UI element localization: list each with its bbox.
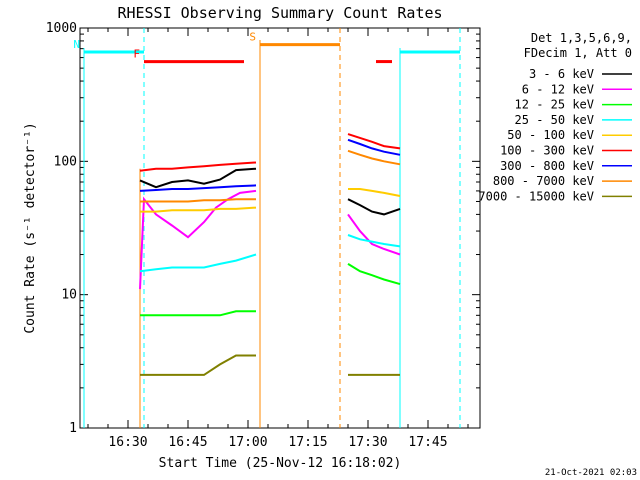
y-axis-label: Count Rate (s⁻¹ detector⁻¹) (23, 122, 38, 333)
legend-label: 12 - 25 keV (515, 98, 594, 112)
legend: Det 1,3,5,6,9, FDecim 1, Att 0 3 - 6 keV… (478, 31, 632, 203)
series-line-2-segment-1 (347, 263, 401, 286)
series-line-7-segment-1 (347, 149, 401, 166)
x-tick-label: 17:30 (348, 435, 387, 450)
series-line-0-segment-1 (347, 198, 401, 216)
y-tick-label: 1 (69, 421, 77, 436)
flag-label-night: N (73, 38, 80, 51)
x-tick-label: 17:00 (228, 435, 267, 450)
legend-label: 7000 - 15000 keV (478, 189, 594, 203)
legend-header-line-1: Det 1,3,5,6,9, (531, 31, 632, 45)
flag-label-flare: F (133, 48, 140, 61)
series-line-0-segment-0 (139, 167, 257, 189)
series-line-3-segment-0 (139, 253, 257, 273)
series-layer (139, 133, 401, 376)
chart-title: RHESSI Observing Summary Count Rates (117, 4, 442, 22)
y-tick-label: 100 (54, 154, 77, 169)
series-line-3-segment-1 (347, 234, 401, 248)
footer-date: 21-Oct-2021 02:03 (545, 468, 637, 478)
series-line-5-segment-0 (139, 161, 257, 172)
x-axis-label: Start Time (25-Nov-12 16:18:02) (159, 456, 402, 471)
series-line-1-segment-0 (139, 189, 257, 290)
series-line-4-segment-0 (140, 206, 257, 213)
series-line-4-segment-1 (348, 188, 401, 197)
legend-label: 800 - 7000 keV (493, 174, 594, 188)
legend-label: 3 - 6 keV (529, 67, 594, 81)
x-tick-label: 17:15 (288, 435, 327, 450)
legend-label: 6 - 12 keV (522, 82, 594, 96)
series-line-7-segment-0 (140, 198, 256, 203)
legend-label: 25 - 50 keV (515, 113, 594, 127)
y-axis: 1 10 100 1000 (46, 21, 480, 436)
flag-label-saa: S (249, 31, 256, 44)
y-tick-label: 1000 (46, 21, 77, 36)
y-tick-label: 10 (61, 288, 77, 303)
series-line-1-segment-1 (347, 213, 401, 256)
x-axis: 16:30 16:45 17:00 17:15 17:30 17:45 (87, 28, 469, 450)
legend-label: 50 - 100 keV (507, 128, 594, 142)
plot-area (79, 27, 481, 429)
series-line-6-segment-1 (347, 138, 401, 156)
legend-label: 100 - 300 keV (500, 144, 594, 158)
series-line-6-segment-0 (139, 184, 257, 192)
x-tick-label: 16:30 (108, 435, 147, 450)
legend-header-line-2: FDecim 1, Att 0 (524, 46, 632, 60)
x-tick-label: 16:45 (168, 435, 207, 450)
series-line-5-segment-1 (347, 133, 401, 150)
x-tick-label: 17:45 (408, 435, 447, 450)
series-line-8-segment-0 (140, 354, 256, 376)
series-line-2-segment-0 (140, 310, 256, 317)
legend-label: 300 - 800 keV (500, 159, 594, 173)
observing-flags: N F S (73, 28, 461, 428)
